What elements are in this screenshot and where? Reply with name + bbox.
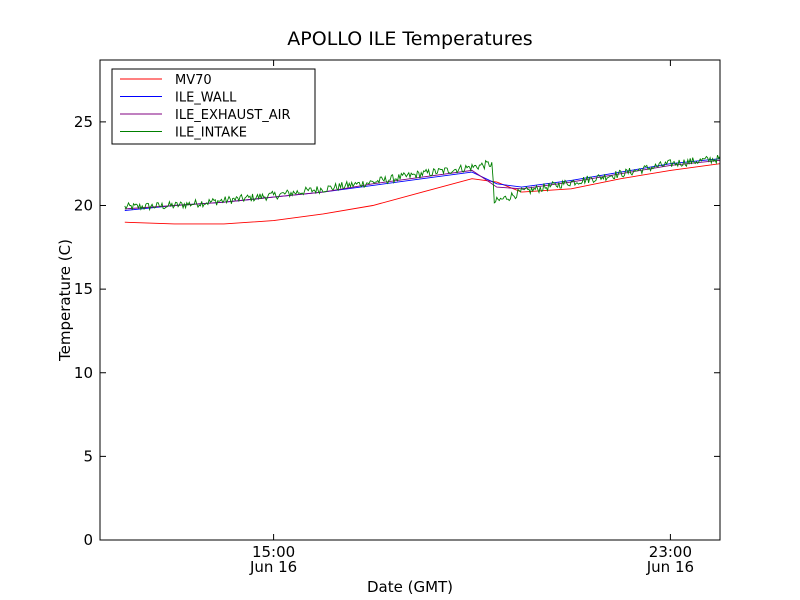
legend: MV70 ILE_WALL ILE_EXHAUST_AIR ILE_INTAKE	[111, 68, 316, 145]
legend-label: ILE_EXHAUST_AIR	[175, 108, 291, 123]
legend-label: ILE_INTAKE	[175, 126, 247, 141]
series-line-ile-exhaust-air	[124, 159, 720, 210]
y-axis-label: Temperature (C)	[56, 239, 74, 362]
x-axis-label: Date (GMT)	[367, 578, 453, 596]
legend-label: MV70	[175, 73, 212, 88]
series-line-ile-wall	[124, 158, 720, 211]
chart-title: APOLLO ILE Temperatures	[287, 28, 532, 50]
x-tick-label-time: 23:00	[649, 543, 692, 561]
legend-label: ILE_WALL	[175, 91, 237, 106]
series-layer	[124, 154, 720, 225]
x-tick-label-date: Jun 16	[646, 558, 694, 576]
series-line-mv70	[124, 163, 720, 225]
y-tick-label: 0	[83, 531, 93, 549]
y-tick-label: 15	[74, 280, 93, 298]
plot-area-frame	[99, 59, 721, 541]
x-tick-label-date: Jun 16	[249, 558, 297, 576]
y-tick-label: 25	[74, 113, 93, 131]
y-tick-label: 10	[74, 364, 93, 382]
y-tick-label: 20	[74, 197, 93, 215]
series-line-ile-intake	[124, 154, 720, 212]
y-tick-label: 5	[83, 447, 93, 465]
x-tick-label-time: 15:00	[252, 543, 295, 561]
